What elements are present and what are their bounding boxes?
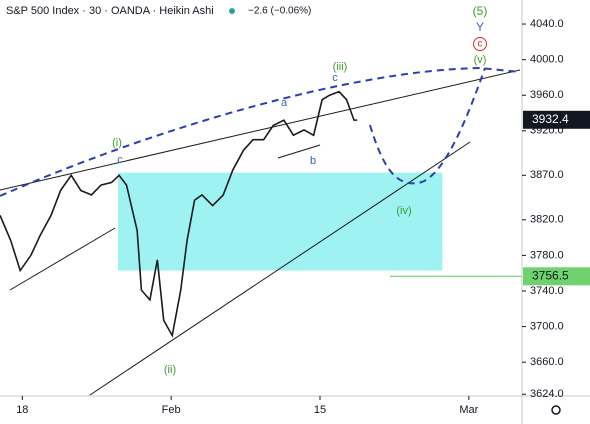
y-tick-label: 3960.0 [530,89,564,101]
wave-label: (5) [473,4,488,18]
price-change: −2.6 (−0.06%) [248,6,311,17]
time-axis-bg [0,396,590,424]
y-tick-label: 4040.0 [530,18,564,30]
y-tick-label: 3820.0 [530,214,564,226]
chart-title: S&P 500 Index · 30 · OANDA · Heikin Ashi [6,5,214,17]
price-axis-bg [522,0,590,424]
x-tick-label: Mar [459,404,478,416]
wave-label: (ii) [164,364,176,376]
trend-line [89,141,471,396]
wave-label: (iii) [333,61,348,73]
y-tick-label: 4000.0 [530,54,564,66]
settings-gear[interactable] [551,405,561,415]
projection-curve [369,67,486,185]
header-bg [0,0,290,22]
wave-circle [473,37,487,51]
price-line [0,90,358,338]
trend-line [0,69,521,191]
wave-label: c [117,154,123,166]
wave-label: (iv) [396,205,411,217]
price-box-label: 3756.5 [532,268,569,282]
price-box [523,267,590,286]
y-tick-label: 3660.0 [530,356,564,368]
wave-label: Y [476,20,484,34]
y-tick-label: 3780.0 [530,249,564,261]
x-tick-label: Feb [162,404,181,416]
target-zone [118,172,443,271]
y-tick-label: 3700.0 [530,320,564,332]
trend-line [9,227,116,291]
wave-label: (i) [112,137,122,149]
wave-label: c [332,72,338,84]
projection-curve [0,66,521,197]
price-box [523,110,590,129]
wave-label: a [281,97,288,109]
status-dot [229,8,235,14]
wave-label: c [478,39,483,50]
trend-line [277,144,321,159]
wave-label: b [310,155,316,167]
y-tick-label: 3870.0 [530,169,564,181]
wave-label: (v) [474,54,487,66]
x-tick-label: 18 [16,404,28,416]
price-box-label: 3932.4 [532,112,569,126]
settings-icon[interactable] [551,405,561,415]
x-tick-label: 15 [314,404,326,416]
y-tick-label: 3624.0 [530,388,564,400]
y-tick-label: 3740.0 [530,285,564,297]
